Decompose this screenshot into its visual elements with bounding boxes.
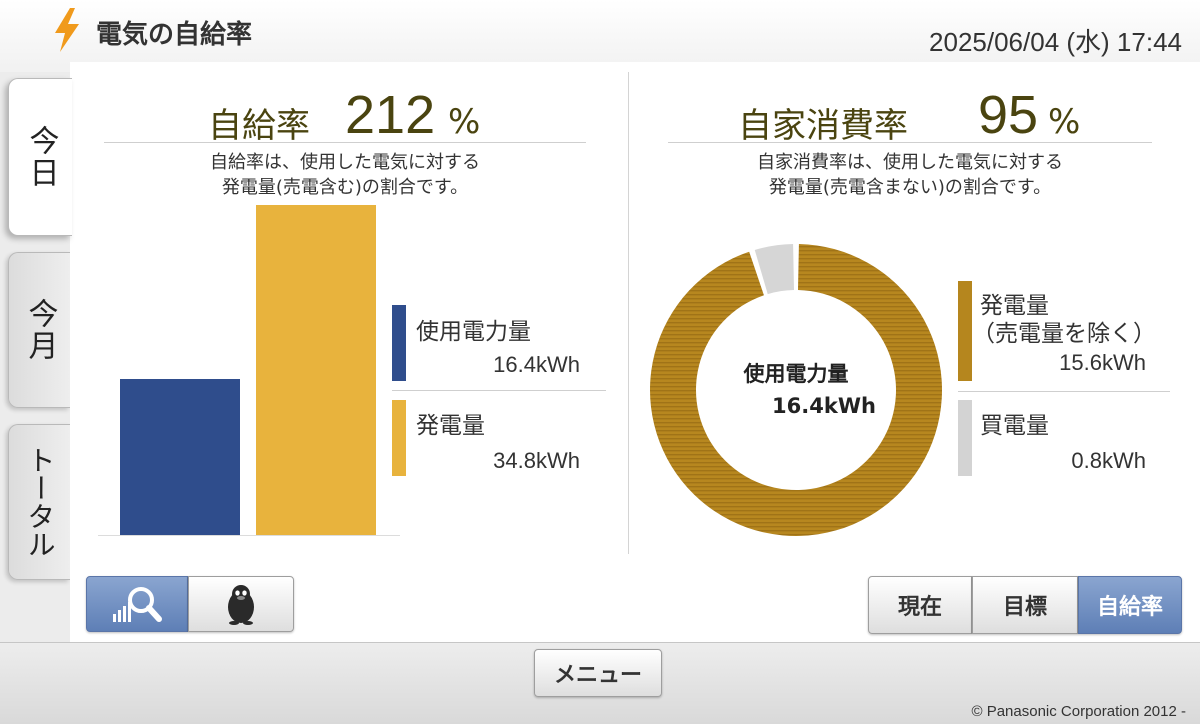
donut-center-label: 使用電力量 [743,362,849,386]
zoom-graph-icon [113,587,162,622]
lightning-icon [55,8,79,52]
legend-swatch-purchase [958,400,972,476]
datetime-display: 2025/06/04 (水) 17:44 [929,27,1182,57]
legend-label-usage: 使用電力量 [416,319,531,345]
self-consumption-unit: % [1048,102,1081,142]
tab-label: トータル [23,446,57,558]
view-self-sufficiency-button[interactable]: 自給率 [1078,576,1182,634]
self-consumption-description: 自家消費率は、使用した電気に対する 発電量(売電含まない)の割合です。 [668,150,1152,200]
donut-slice-purchase [754,244,795,295]
donut-slice-generation [650,244,942,536]
legend-label-generation-self: 発電量 [980,293,1049,319]
panel-divider [628,72,629,554]
self-sufficiency-label: 自給率 [208,106,310,146]
menu-button[interactable]: メニュー [534,649,662,697]
tab-total[interactable]: トータル [8,424,70,580]
self-consumption-label: 自家消費率 [738,106,908,146]
legend-value-generation: 34.8kWh [493,448,580,473]
legend-value-generation-self: 15.6kWh [1059,350,1146,375]
bar-baseline [98,535,400,536]
donut-center-value: 16.4kWh [772,394,876,418]
page-title: 電気の自給率 [96,20,253,50]
zoom-graph-button[interactable] [86,576,188,632]
legend-value-purchase: 0.8kWh [1071,448,1146,473]
heading-underline [104,142,586,143]
description-line: 発電量(売電含まない)の割合です。 [768,177,1052,198]
legend-swatch-generation [392,400,406,476]
legend-swatch-generation-self [958,281,972,381]
penguin-icon [228,585,254,625]
description-line: 発電量(売電含む)の割合です。 [221,177,469,198]
main-panel: 自給率 212 % 自給率は、使用した電気に対する 発電量(売電含む)の割合です… [70,62,1200,642]
view-target-button[interactable]: 目標 [972,576,1078,634]
legend-value-usage: 16.4kWh [493,352,580,377]
copyright-text: © Panasonic Corporation 2012 - [971,703,1186,720]
legend-label-generation: 発電量 [416,413,485,439]
tab-label: 今月 [22,298,58,362]
self-sufficiency-value: 212 [345,85,436,145]
bar-generation [256,205,376,535]
footer-bar: メニュー © Panasonic Corporation 2012 - [0,642,1200,724]
view-current-button[interactable]: 現在 [868,576,972,634]
legend-label-purchase: 買電量 [980,413,1049,439]
legend-swatch-usage [392,305,406,381]
description-line: 自家消費率は、使用した電気に対する [757,152,1063,173]
self-consumption-donut [650,244,942,536]
header-bar: 電気の自給率 2025/06/04 (水) 17:44 [0,0,1200,72]
legend-separator [392,390,606,391]
legend-separator [958,391,1170,392]
self-sufficiency-description: 自給率は、使用した電気に対する 発電量(売電含む)の割合です。 [104,150,586,200]
legend-label-generation-self-sub: （売電量を除く） [972,321,1156,347]
self-sufficiency-unit: % [448,102,481,142]
tab-this-month[interactable]: 今月 [8,252,70,408]
heading-underline [668,142,1152,143]
description-line: 自給率は、使用した電気に対する [210,152,480,173]
bar-usage [120,379,240,535]
tab-label: 今日 [23,125,59,189]
self-consumption-value: 95 [978,85,1039,145]
penguin-button[interactable] [188,576,294,632]
tab-today[interactable]: 今日 [8,78,72,236]
